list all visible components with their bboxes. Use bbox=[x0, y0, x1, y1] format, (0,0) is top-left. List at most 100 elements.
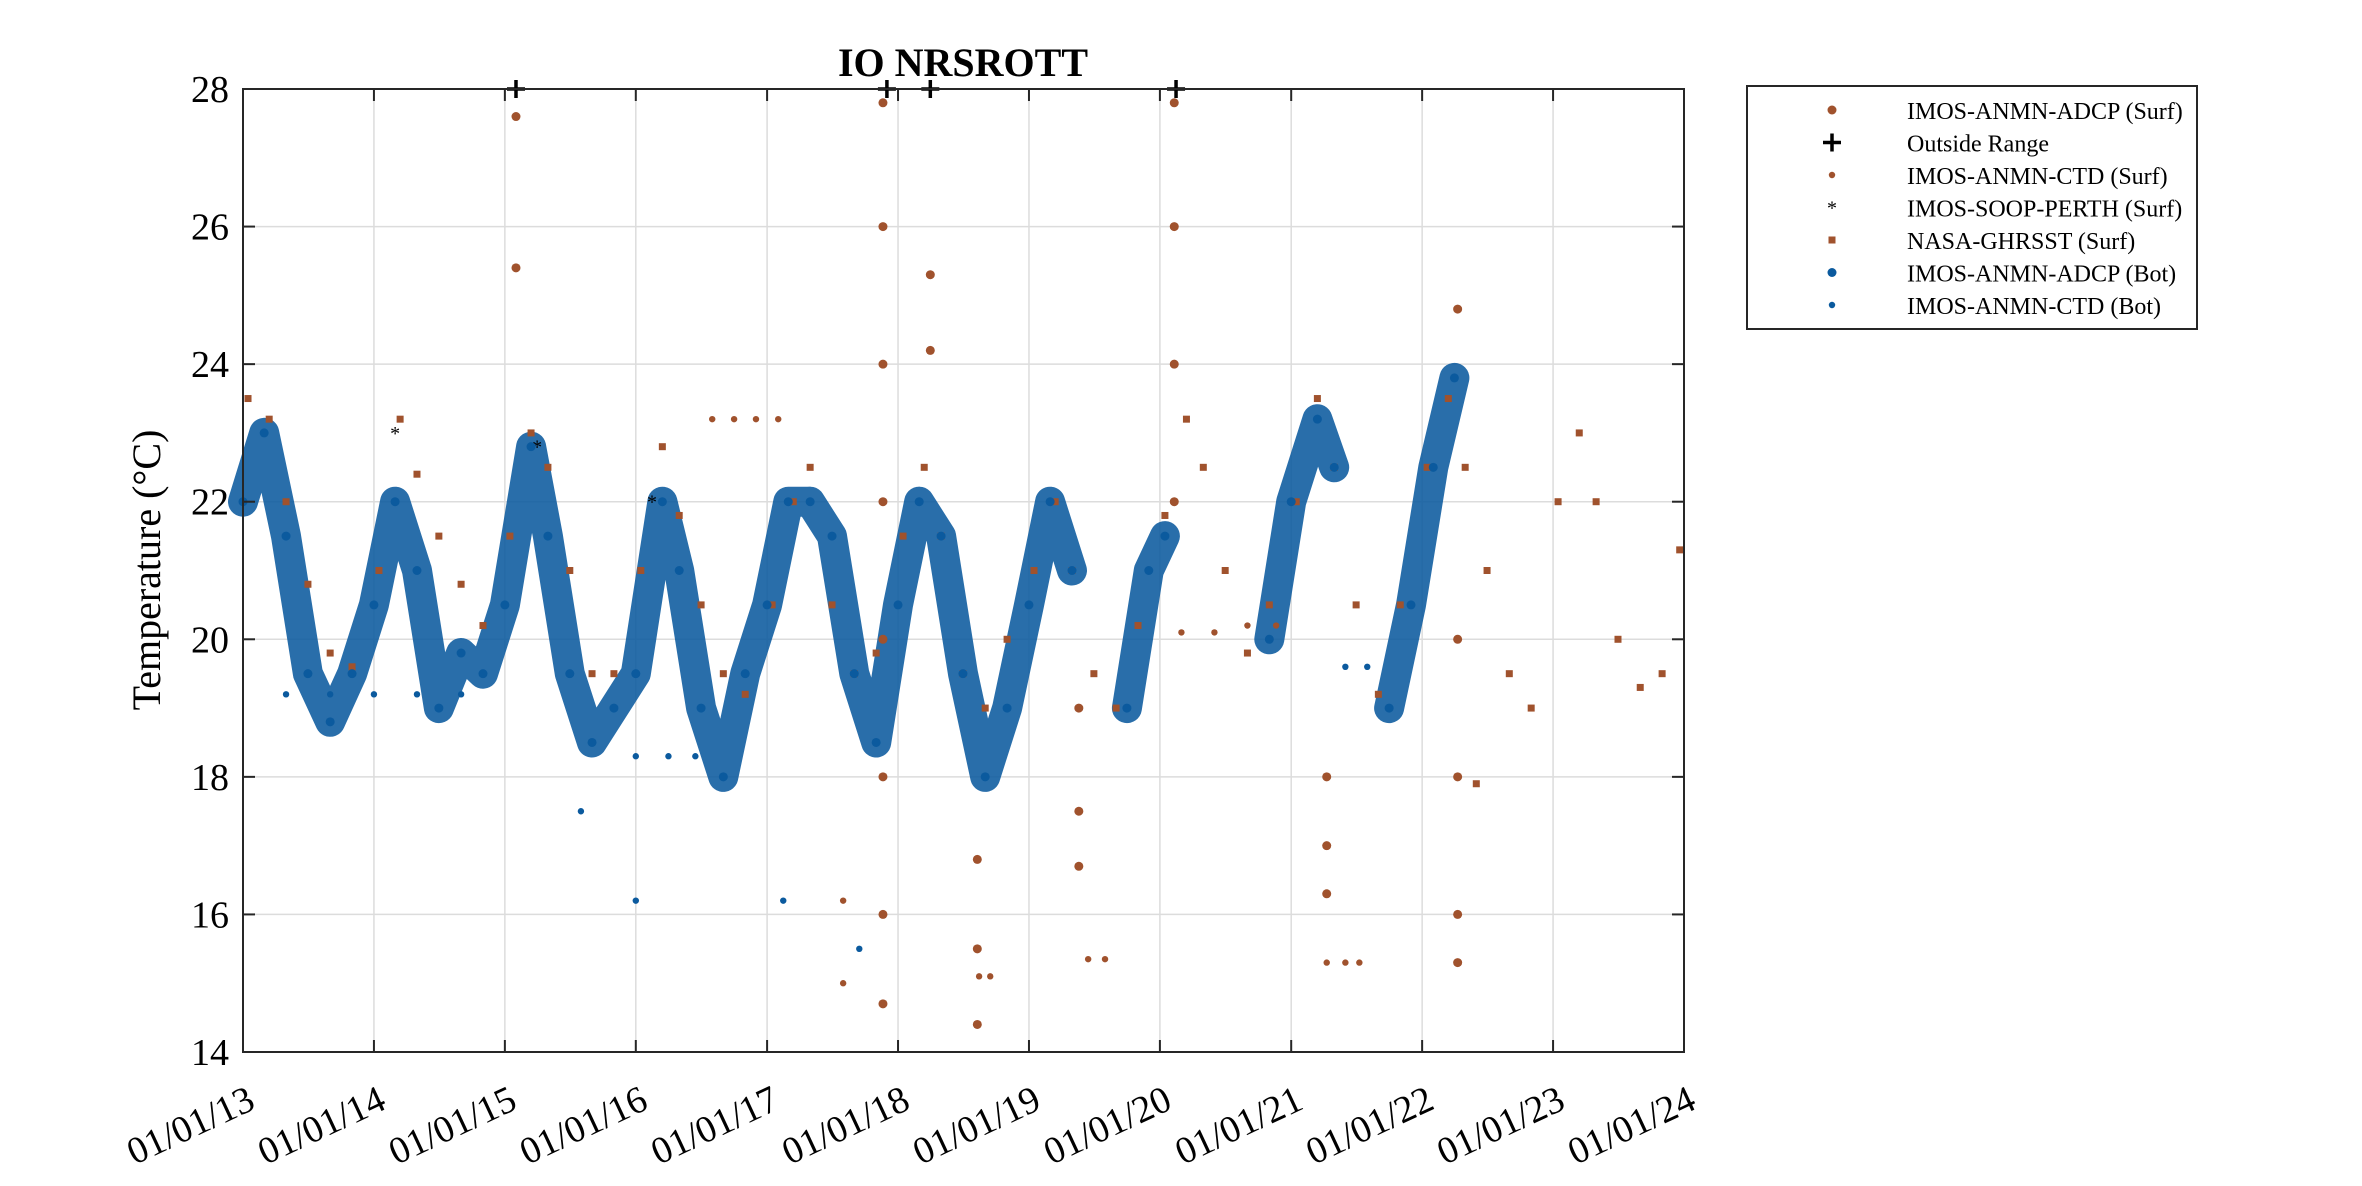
data-point bbox=[878, 359, 888, 369]
legend-marker: * bbox=[1827, 198, 1837, 220]
data-point: * bbox=[390, 423, 400, 445]
data-point bbox=[347, 669, 357, 679]
data-point bbox=[282, 691, 290, 698]
data-point bbox=[1074, 806, 1084, 816]
data-point bbox=[1178, 629, 1185, 636]
data-point bbox=[914, 497, 924, 507]
data-point bbox=[730, 415, 738, 423]
data-point bbox=[1169, 222, 1179, 232]
data-point bbox=[980, 772, 990, 782]
data-point bbox=[1396, 601, 1404, 609]
data-density-layer bbox=[228, 362, 1470, 792]
data-point bbox=[1453, 958, 1463, 968]
data-point bbox=[1112, 704, 1120, 712]
y-tick-label: 28 bbox=[191, 69, 229, 111]
data-point bbox=[1211, 629, 1218, 636]
data-point bbox=[390, 497, 400, 507]
legend-marker bbox=[1827, 268, 1837, 277]
data-point bbox=[1051, 498, 1059, 506]
legend-label: IMOS-ANMN-CTD (Surf) bbox=[1907, 164, 2168, 190]
data-point bbox=[972, 854, 982, 864]
data-point bbox=[899, 532, 907, 540]
y-axis-label: Temperature (°C) bbox=[124, 430, 169, 711]
data-point bbox=[565, 669, 575, 679]
data-point bbox=[878, 634, 888, 644]
legend-marker bbox=[1823, 133, 1841, 152]
legend-label: IMOS-ANMN-ADCP (Surf) bbox=[1907, 99, 2183, 125]
data-point bbox=[696, 703, 706, 713]
data-point bbox=[1134, 622, 1142, 630]
data-point bbox=[1453, 909, 1463, 919]
data-point bbox=[741, 690, 749, 698]
data-point bbox=[631, 669, 641, 679]
data-point bbox=[566, 567, 574, 574]
data-point bbox=[1074, 861, 1084, 871]
data-point bbox=[1024, 600, 1034, 610]
data-point bbox=[1329, 462, 1339, 472]
data-point bbox=[752, 415, 760, 423]
data-point bbox=[1342, 663, 1349, 670]
data-point bbox=[878, 222, 888, 232]
data-point bbox=[981, 704, 989, 712]
data-point bbox=[434, 703, 444, 713]
data-point bbox=[972, 1019, 982, 1029]
data-point bbox=[1472, 780, 1480, 788]
data-point bbox=[878, 497, 888, 507]
data-point bbox=[1423, 463, 1431, 471]
data-point bbox=[839, 980, 847, 987]
data-point bbox=[674, 566, 684, 575]
data-point bbox=[303, 669, 313, 679]
data-point bbox=[805, 497, 815, 507]
data-point bbox=[637, 567, 645, 574]
data-point bbox=[975, 973, 983, 980]
data-point bbox=[878, 98, 888, 108]
data-point bbox=[1161, 511, 1169, 519]
data-point bbox=[500, 600, 510, 610]
data-point bbox=[326, 649, 334, 657]
data-point bbox=[244, 395, 252, 403]
legend-label: NASA-GHRSST (Surf) bbox=[1907, 229, 2135, 255]
data-point bbox=[1527, 704, 1535, 712]
data-point bbox=[1122, 703, 1132, 713]
data-point bbox=[1322, 772, 1332, 782]
data-point bbox=[1322, 841, 1332, 851]
data-point bbox=[632, 897, 640, 904]
data-point bbox=[348, 663, 356, 671]
legend-box bbox=[1746, 85, 2198, 330]
data-point bbox=[511, 112, 521, 122]
data-point bbox=[1074, 703, 1084, 713]
data-point bbox=[413, 691, 421, 698]
data-point bbox=[326, 691, 334, 698]
data-point bbox=[972, 944, 982, 954]
legend-label: IMOS-ANMN-CTD (Bot) bbox=[1907, 294, 2161, 320]
data-point bbox=[325, 717, 335, 727]
data-point bbox=[675, 511, 683, 519]
data-point bbox=[375, 567, 383, 574]
data-point bbox=[282, 498, 290, 506]
data-point bbox=[588, 670, 596, 678]
data-point bbox=[479, 622, 487, 630]
data-point bbox=[1002, 703, 1012, 713]
data-point bbox=[1182, 415, 1190, 423]
data-point bbox=[740, 669, 750, 679]
data-point bbox=[958, 669, 968, 679]
data-point bbox=[526, 442, 536, 452]
data-point bbox=[893, 600, 903, 610]
data-point bbox=[806, 463, 814, 471]
data-point bbox=[1658, 670, 1666, 678]
data-point bbox=[1090, 670, 1098, 678]
legend-label: IMOS-ANMN-ADCP (Bot) bbox=[1907, 262, 2176, 288]
data-point bbox=[412, 566, 422, 575]
data-point bbox=[506, 532, 514, 540]
data-point bbox=[987, 973, 994, 980]
data-point bbox=[856, 945, 863, 953]
data-point bbox=[1342, 959, 1349, 966]
data-point bbox=[658, 443, 666, 451]
data-point bbox=[1272, 622, 1280, 629]
data-point bbox=[1312, 414, 1322, 424]
data-point bbox=[1084, 955, 1092, 963]
data-point bbox=[1374, 690, 1382, 698]
legend: IMOS-ANMN-ADCP (Surf) Outside Range IMOS-A… bbox=[1746, 85, 2198, 330]
data-point bbox=[413, 470, 421, 478]
data-point bbox=[457, 580, 465, 588]
